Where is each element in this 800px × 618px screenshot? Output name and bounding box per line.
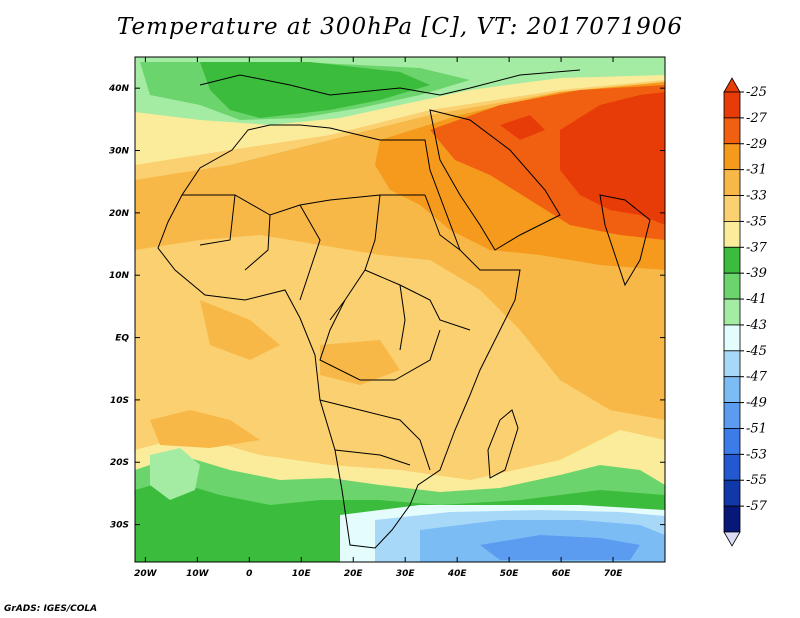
longitude-axis: 20W 10W 0 10E 20E 30E 40E 50E 60E 70E	[134, 57, 623, 579]
lat-tick-label: EQ	[115, 334, 129, 344]
colorbar-swatch	[723, 272, 741, 300]
colorbar-swatch	[723, 221, 741, 248]
colorbar-swatch	[723, 169, 741, 196]
lon-tick-label: 10W	[186, 569, 210, 579]
coastlines	[157, 69, 651, 549]
colorbar-swatch	[723, 143, 741, 171]
europe-coastline	[199, 69, 581, 96]
colorbar-label: -43	[746, 318, 767, 333]
colorbar-label: -45	[746, 344, 767, 359]
lat-tick-label: 30S	[110, 521, 129, 531]
latitude-axis: 40N 30N 20N 10N EQ 10S 20S 30S	[108, 84, 665, 531]
lat-tick-label: 10N	[109, 271, 130, 281]
colorbar-over-arrow	[723, 77, 741, 93]
colorbar-label: -41	[746, 292, 767, 307]
colorbar-label: -49	[746, 396, 767, 411]
lon-tick-label: 40E	[447, 569, 468, 579]
colorbar-swatch	[723, 479, 741, 507]
colorbar-swatch	[723, 298, 741, 326]
lat-tick-label: 20N	[109, 209, 130, 219]
colorbar-label: -39	[746, 266, 767, 281]
africa-coastline	[157, 124, 521, 549]
colorbar: -25 -27 -29 -31 -33 -35 -37 -39 -41 -43 -45 -47 -49 -…	[723, 77, 768, 547]
colorbar-swatch	[723, 376, 741, 403]
colorbar-swatch	[723, 505, 741, 533]
lon-tick-label: 30E	[396, 569, 416, 579]
plot-frame	[134, 56, 666, 563]
lon-tick-label: 70E	[604, 569, 624, 579]
lon-tick-label: 20E	[344, 569, 364, 579]
lon-tick-label: 0	[246, 569, 252, 579]
country-borders	[182, 194, 471, 471]
colorbar-label: -55	[746, 473, 767, 488]
colorbar-under-arrow	[723, 531, 741, 547]
lat-tick-label: 20S	[110, 458, 129, 468]
colorbar-swatch	[723, 246, 741, 274]
colorbar-swatch	[723, 402, 741, 429]
colorbar-label: -29	[746, 137, 767, 152]
grads-credit: GrADS: IGES/COLA	[4, 604, 98, 614]
lat-tick-label: 40N	[108, 84, 130, 94]
india-coastline	[599, 194, 651, 287]
colorbar-swatch	[723, 324, 741, 352]
lon-tick-label: 50E	[500, 569, 520, 579]
field-band-north-35	[200, 62, 430, 118]
lon-tick-label: 60E	[552, 569, 572, 579]
colorbar-swatch	[723, 91, 741, 119]
colorbar-label: -37	[746, 240, 768, 255]
field-band-south-47	[480, 535, 640, 560]
colorbar-label: -31	[746, 163, 767, 178]
colorbar-swatch	[723, 350, 741, 378]
lon-tick-label: 10E	[292, 569, 312, 579]
temperature-field	[135, 57, 665, 562]
colorbar-label: -53	[746, 447, 767, 462]
lon-tick-label: 20W	[134, 569, 158, 579]
colorbar-label: -47	[746, 370, 768, 385]
madagascar-coastline	[487, 409, 519, 479]
colorbar-label: -35	[746, 214, 767, 229]
colorbar-swatch	[723, 117, 741, 145]
colorbar-label: -27	[746, 111, 768, 126]
colorbar-label: -25	[746, 85, 767, 100]
chart-title: Temperature at 300hPa [C], VT: 201707190…	[116, 14, 684, 40]
field-band-25	[500, 92, 665, 225]
lat-tick-label: 10S	[110, 396, 129, 406]
arabia-coastline	[429, 109, 561, 251]
field-band-south-39	[150, 448, 200, 500]
lat-tick-label: 30N	[109, 147, 130, 157]
colorbar-swatch	[723, 428, 741, 455]
colorbar-label: -51	[746, 421, 767, 436]
colorbar-swatch	[723, 453, 741, 481]
colorbar-swatch	[723, 195, 741, 222]
colorbar-label: -57	[746, 499, 768, 514]
colorbar-label: -33	[746, 189, 767, 204]
